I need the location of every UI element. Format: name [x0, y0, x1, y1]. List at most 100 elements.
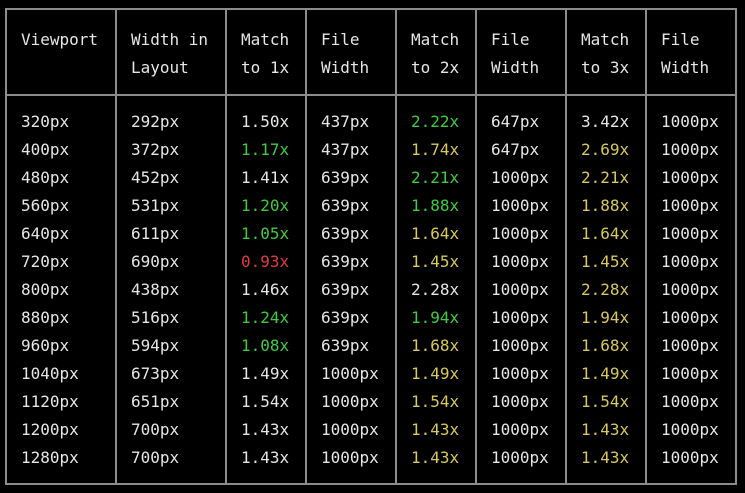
cell-match-3x: 2.69x: [581, 140, 630, 159]
cell-file-width-2x: 1000px: [491, 196, 549, 215]
cell-match-2x: 1.94x: [411, 308, 460, 327]
cell-match-1x: 1.05x: [241, 224, 290, 243]
cell-match-2x: 1.43x: [411, 448, 460, 467]
cell-match-1x: 1.54x: [241, 392, 290, 411]
cell-file-width-2x: 1000px: [491, 280, 549, 299]
cell-file-width-1x: 437px: [321, 140, 370, 159]
cell-match-2x: 1.49x: [411, 364, 460, 383]
header-line: Width in: [131, 30, 209, 49]
cell-file-width-2x: 1000px: [491, 168, 549, 187]
cell-viewport: 640px: [21, 224, 70, 243]
cell-file-width-2x: 647px: [491, 140, 540, 159]
cell-viewport: 1040px: [21, 364, 79, 383]
cell-viewport: 320px: [21, 112, 70, 131]
header-line: Viewport: [21, 30, 99, 49]
cell-file-width-1x: 639px: [321, 336, 370, 355]
cell-match-1x: 1.20x: [241, 196, 290, 215]
cell-file-width-2x: 1000px: [491, 252, 549, 271]
cell-file-width-1x: 639px: [321, 280, 370, 299]
cell-file-width-3x: 1000px: [661, 196, 719, 215]
cell-file-width-2x: 1000px: [491, 392, 549, 411]
column-divider: [645, 10, 647, 483]
cell-viewport: 1120px: [21, 392, 79, 411]
cell-layout-width: 700px: [131, 420, 180, 439]
cell-match-3x: 1.94x: [581, 308, 630, 327]
header-line: File: [491, 30, 530, 49]
cell-match-2x: 1.64x: [411, 224, 460, 243]
cell-viewport: 480px: [21, 168, 70, 187]
cell-layout-width: 438px: [131, 280, 180, 299]
cell-match-3x: 1.45x: [581, 252, 630, 271]
cell-match-3x: 1.64x: [581, 224, 630, 243]
cell-match-3x: 3.42x: [581, 112, 630, 131]
cell-layout-width: 690px: [131, 252, 180, 271]
header-divider: [7, 94, 735, 96]
column-divider: [395, 10, 397, 483]
column-divider: [225, 10, 227, 483]
cell-file-width-3x: 1000px: [661, 280, 719, 299]
cell-match-2x: 1.68x: [411, 336, 460, 355]
cell-layout-width: 673px: [131, 364, 180, 383]
cell-layout-width: 651px: [131, 392, 180, 411]
cell-file-width-1x: 639px: [321, 196, 370, 215]
cell-file-width-2x: 1000px: [491, 308, 549, 327]
cell-file-width-2x: 647px: [491, 112, 540, 131]
table-row: 1040px 673px 1.49x 1000px 1.49x 1000px 1.49x 10…: [7, 360, 735, 388]
cell-match-2x: 1.45x: [411, 252, 460, 271]
header-match-1x: Match to 1x: [241, 26, 289, 82]
table-row: 640px 611px 1.05x 639px 1.64x 1000px 1.64x 1000…: [7, 220, 735, 248]
table-row: 800px 438px 1.46x 639px 2.28x 1000px 2.28x 1000…: [7, 276, 735, 304]
table-row: 1280px 700px 1.43x 1000px 1.43x 1000px 1.43x 10…: [7, 444, 735, 472]
table-row: 560px 531px 1.20x 639px 1.88x 1000px 1.88x 1000…: [7, 192, 735, 220]
cell-file-width-1x: 639px: [321, 252, 370, 271]
cell-match-1x: 1.08x: [241, 336, 290, 355]
cell-file-width-3x: 1000px: [661, 224, 719, 243]
cell-file-width-1x: 1000px: [321, 364, 379, 383]
header-line: to 3x: [581, 58, 630, 77]
cell-layout-width: 594px: [131, 336, 180, 355]
cell-match-3x: 1.54x: [581, 392, 630, 411]
cell-match-3x: 1.49x: [581, 364, 630, 383]
header-match-2x: Match to 2x: [411, 26, 459, 82]
cell-viewport: 720px: [21, 252, 70, 271]
cell-match-1x: 1.17x: [241, 140, 290, 159]
cell-file-width-3x: 1000px: [661, 392, 719, 411]
header-line: File: [321, 30, 360, 49]
cell-file-width-1x: 1000px: [321, 420, 379, 439]
header-line: File: [661, 30, 700, 49]
cell-file-width-3x: 1000px: [661, 168, 719, 187]
cell-file-width-1x: 1000px: [321, 448, 379, 467]
cell-file-width-1x: 437px: [321, 112, 370, 131]
cell-file-width-3x: 1000px: [661, 448, 719, 467]
header-line: Width: [321, 58, 370, 77]
cell-viewport: 1280px: [21, 448, 79, 467]
cell-file-width-2x: 1000px: [491, 420, 549, 439]
cell-match-3x: 2.21x: [581, 168, 630, 187]
cell-viewport: 800px: [21, 280, 70, 299]
cell-file-width-2x: 1000px: [491, 448, 549, 467]
cell-file-width-2x: 1000px: [491, 336, 549, 355]
cell-match-1x: 1.50x: [241, 112, 290, 131]
cell-match-3x: 1.88x: [581, 196, 630, 215]
column-divider: [565, 10, 567, 483]
cell-file-width-3x: 1000px: [661, 420, 719, 439]
table-row: 960px 594px 1.08x 639px 1.68x 1000px 1.68x 1000…: [7, 332, 735, 360]
cell-match-1x: 1.43x: [241, 448, 290, 467]
header-line: Layout: [131, 58, 189, 77]
cell-file-width-3x: 1000px: [661, 308, 719, 327]
cell-file-width-1x: 639px: [321, 224, 370, 243]
cell-match-2x: 1.74x: [411, 140, 460, 159]
cell-layout-width: 452px: [131, 168, 180, 187]
cell-viewport: 560px: [21, 196, 70, 215]
results-table: Viewport Width in Layout Match to 1x File Widt…: [5, 8, 737, 485]
header-line: to 1x: [241, 58, 290, 77]
cell-layout-width: 611px: [131, 224, 180, 243]
cell-match-1x: 0.93x: [241, 252, 290, 271]
table-row: 720px 690px 0.93x 639px 1.45x 1000px 1.45x 1000…: [7, 248, 735, 276]
column-divider: [305, 10, 307, 483]
header-line: Match: [411, 30, 460, 49]
cell-file-width-3x: 1000px: [661, 252, 719, 271]
column-divider: [475, 10, 477, 483]
cell-layout-width: 531px: [131, 196, 180, 215]
table-row: 1120px 651px 1.54x 1000px 1.54x 1000px 1.54x 10…: [7, 388, 735, 416]
